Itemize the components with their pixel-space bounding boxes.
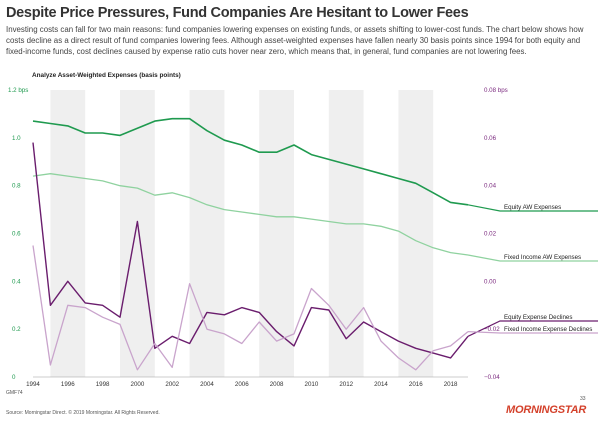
series-line [32, 142, 469, 359]
series-lines [32, 117, 469, 371]
shaded-band [259, 90, 294, 377]
series-line [32, 245, 469, 371]
x-tick-label: 2012 [339, 381, 353, 388]
chart-axes: 0 0.2 0.4 0.6 0.8 1.0 1.2 bps −0.04 −0.02 0.00 0.0… [8, 87, 508, 388]
series-labels: Equity AW Expenses Fixed Income AW Expens… [467, 204, 598, 337]
source-line: Source: Morningstar Direct. © 2019 Morni… [6, 410, 160, 416]
x-tick-label: 2006 [235, 381, 249, 388]
shaded-band [398, 90, 434, 377]
page-number: 33 [580, 396, 586, 402]
y-right-tick-label: 0.06 [484, 135, 497, 142]
x-tick-label: 2000 [131, 381, 145, 388]
series-leader-line [467, 254, 598, 262]
chart-title: Analyze Asset-Weighted Expenses (basis p… [32, 72, 181, 79]
x-tick-label: 2008 [270, 381, 284, 388]
y-left-tick-label: 0.6 [12, 231, 21, 238]
x-tick-label: 2014 [374, 381, 388, 388]
series-label: Equity AW Expenses [504, 204, 561, 211]
morningstar-logo: MORNINGSTAR [506, 404, 587, 416]
series-leader-line [467, 320, 598, 337]
y-right-tick-label: 0.00 [484, 278, 497, 285]
y-right-tick-label: −0.04 [484, 374, 500, 381]
x-tick-label: 1998 [96, 381, 110, 388]
y-right-tick-label: −0.02 [484, 326, 500, 333]
y-right-tick-label: 0.02 [484, 231, 497, 238]
y-left-tick-label: 0.8 [12, 183, 21, 190]
slide-intro-text: Investing costs can fall for two main re… [6, 25, 584, 56]
series-label: Fixed Income Expense Declines [504, 326, 592, 333]
series-leader-line [467, 331, 598, 334]
y-left-top-label: 1.2 bps [8, 87, 28, 94]
slide-title: Despite Price Pressures, Fund Companies … [6, 5, 469, 21]
shaded-band [50, 90, 86, 377]
x-tick-label: 2016 [409, 381, 423, 388]
series-line [32, 173, 469, 256]
x-tick-label: 1996 [61, 381, 75, 388]
series-line [32, 117, 469, 206]
y-left-tick-label: 0.4 [12, 278, 21, 285]
x-tick-label: 2004 [200, 381, 214, 388]
y-left-tick-label: 1.0 [12, 135, 21, 142]
series-leader-line [467, 204, 598, 212]
y-left-tick-label: 0.2 [12, 326, 21, 333]
shaded-band [328, 90, 364, 377]
y-right-top-label: 0.08 bps [484, 87, 508, 94]
y-right-tick-label: 0.04 [484, 183, 497, 190]
y-left-tick-label: 0 [12, 374, 16, 381]
line-chart: 0 0.2 0.4 0.6 0.8 1.0 1.2 bps −0.04 −0.02 0.00 0.0… [8, 87, 598, 388]
x-tick-label: 2018 [444, 381, 458, 388]
series-label: Equity Expense Declines [504, 314, 572, 321]
footnote-code: GMF74 [6, 390, 23, 396]
x-tick-label: 2010 [305, 381, 319, 388]
series-label: Fixed Income AW Expenses [504, 254, 581, 261]
x-tick-label: 1994 [26, 381, 40, 388]
shaded-band [120, 90, 155, 377]
x-tick-label: 2002 [165, 381, 179, 388]
